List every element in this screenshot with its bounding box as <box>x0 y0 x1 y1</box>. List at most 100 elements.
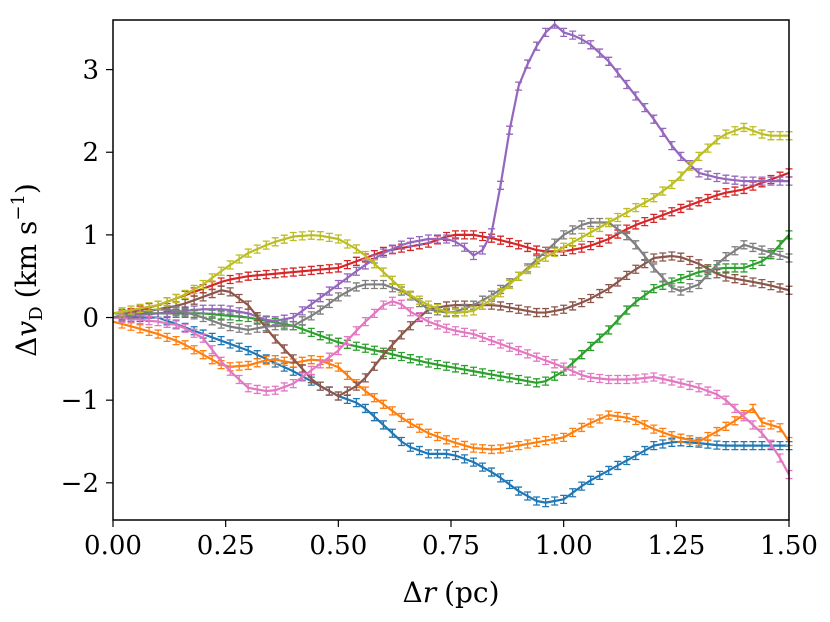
error-bar <box>722 129 730 139</box>
error-bar <box>578 422 586 433</box>
error-bar <box>235 293 243 304</box>
error-bar <box>722 421 730 431</box>
error-bar <box>316 231 324 241</box>
error-bar <box>226 287 234 297</box>
error-bar <box>172 320 180 330</box>
error-bar <box>533 496 541 506</box>
error-bar <box>740 275 748 285</box>
error-bar <box>244 248 252 258</box>
error-bar <box>740 412 748 422</box>
error-bar <box>758 256 766 266</box>
error-bar <box>208 304 216 314</box>
error-bar <box>199 279 207 290</box>
error-bar <box>307 265 315 276</box>
error-bar <box>280 344 288 354</box>
error-bar <box>695 151 703 162</box>
error-bar <box>334 263 342 273</box>
error-bar <box>334 345 342 356</box>
error-bar <box>497 371 505 381</box>
error-bar <box>632 220 640 230</box>
error-bar <box>316 331 324 341</box>
error-bar <box>361 343 369 353</box>
error-bar <box>551 434 559 444</box>
error-bar <box>397 412 405 423</box>
x-tick-label: 0.00 <box>84 531 142 561</box>
error-bar <box>208 316 216 326</box>
error-bar <box>686 200 694 210</box>
error-bar <box>506 479 514 490</box>
error-bar <box>145 326 153 337</box>
error-bar <box>569 366 577 376</box>
y-axis-title: ΔvD(km s−1) <box>8 183 47 357</box>
error-bar <box>551 238 559 248</box>
error-bar <box>542 436 550 446</box>
error-bar <box>397 240 405 250</box>
error-bar <box>298 306 306 316</box>
error-bar <box>686 283 694 293</box>
error-bar <box>334 234 342 244</box>
error-bar <box>271 355 279 365</box>
error-bar <box>650 114 658 124</box>
error-bar <box>641 217 649 227</box>
error-bar <box>307 230 315 240</box>
y-axis: −2 −1 0 1 2 3 <box>61 56 113 499</box>
error-bar <box>731 416 739 426</box>
error-bar <box>632 264 640 274</box>
error-bar <box>343 259 351 270</box>
error-bar <box>370 361 378 371</box>
error-bar <box>379 300 387 310</box>
error-bar <box>533 378 541 388</box>
error-bar <box>488 369 496 380</box>
error-bar <box>316 381 324 391</box>
error-bar <box>181 323 189 333</box>
error-bar <box>199 350 207 360</box>
series-line-blue <box>113 316 789 504</box>
error-bar <box>280 321 288 331</box>
error-bar <box>235 342 243 352</box>
error-bar <box>497 339 505 349</box>
error-bar <box>253 270 261 281</box>
error-bar <box>677 378 685 388</box>
error-bar <box>352 397 360 408</box>
error-bar <box>406 321 414 331</box>
error-bar <box>208 288 216 299</box>
error-bar <box>154 300 162 310</box>
error-bar <box>695 197 703 207</box>
error-bar <box>470 306 478 316</box>
error-bar <box>442 234 450 244</box>
error-bar <box>767 420 775 430</box>
error-bar <box>560 362 568 372</box>
error-bar <box>479 231 487 242</box>
error-bar <box>470 230 478 240</box>
error-bar <box>145 302 153 312</box>
error-bar <box>316 264 324 275</box>
error-bar <box>190 345 198 355</box>
error-bar <box>524 376 532 386</box>
error-bar <box>406 418 414 428</box>
error-bar <box>461 242 469 252</box>
error-bar <box>542 252 550 262</box>
error-bar <box>424 317 432 327</box>
error-bar <box>614 68 622 78</box>
error-bar <box>316 305 324 315</box>
error-bar <box>587 418 595 428</box>
error-bar <box>208 345 216 355</box>
error-bar <box>587 217 595 228</box>
error-bar <box>776 240 784 250</box>
error-bar <box>704 193 712 204</box>
error-bar <box>172 336 180 346</box>
error-bar <box>244 383 252 393</box>
series-line-purple <box>112 23 789 322</box>
error-bar <box>776 176 784 186</box>
error-bar <box>758 245 766 255</box>
error-bar <box>677 433 685 443</box>
error-bar <box>650 253 658 263</box>
error-bar <box>695 259 703 269</box>
error-bar <box>307 311 315 321</box>
error-bar <box>154 329 162 339</box>
error-bar <box>686 255 694 266</box>
x-tick-label: 0.25 <box>197 531 255 561</box>
error-bar <box>569 237 577 247</box>
error-bar <box>713 426 721 437</box>
error-bar <box>776 283 784 293</box>
